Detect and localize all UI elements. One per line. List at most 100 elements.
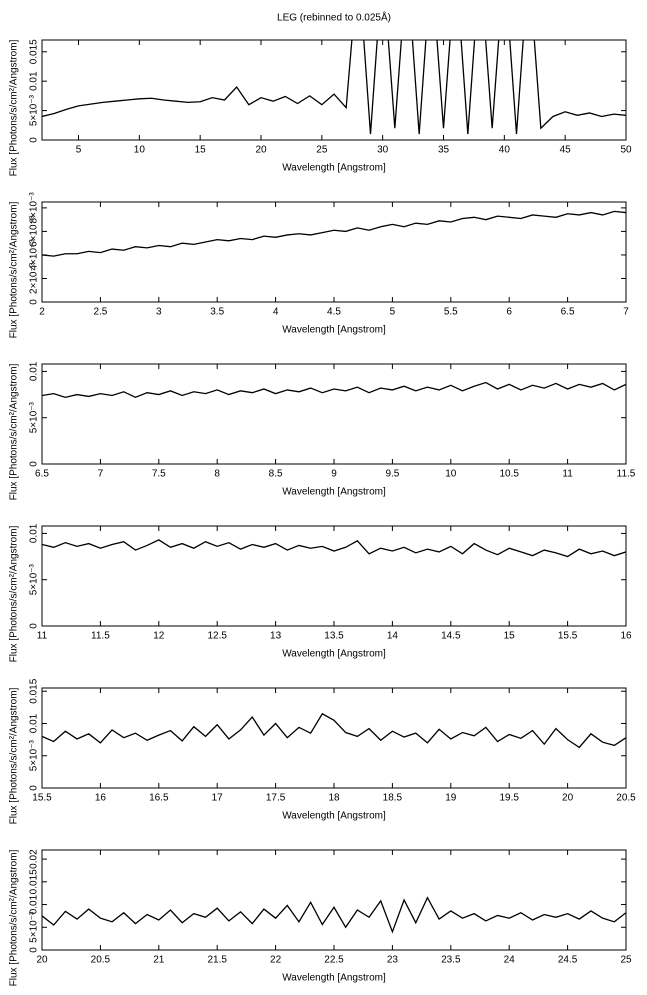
- x-tick-label: 11: [562, 469, 573, 480]
- x-tick-label: 30: [377, 145, 389, 156]
- x-tick-label: 6: [506, 307, 512, 318]
- y-tick-label: 5×10⁻³: [29, 563, 40, 595]
- x-tick-label: 14: [387, 631, 399, 642]
- x-tick-label: 8.5: [269, 469, 283, 480]
- x-tick-label: 5.5: [444, 307, 458, 318]
- x-tick-label: 2.5: [93, 307, 107, 318]
- x-tick-label: 45: [560, 145, 572, 156]
- x-tick-label: 21.5: [207, 955, 227, 966]
- y-tick-label: 0.015: [29, 869, 40, 894]
- x-tick-label: 3: [156, 307, 162, 318]
- x-tick-label: 20.5: [616, 793, 636, 804]
- x-axis-label: Wavelength [Angstrom]: [282, 973, 386, 984]
- x-axis-label: Wavelength [Angstrom]: [282, 649, 386, 660]
- y-axis-label: Flux [Photons/s/cm²/Angstrom]: [9, 363, 20, 500]
- x-tick-label: 20.5: [91, 955, 111, 966]
- x-axis-label: Wavelength [Angstrom]: [282, 487, 386, 498]
- chart-title: LEG (rebinned to 0.025Å): [277, 11, 391, 24]
- y-tick-label: 2×10⁻³: [29, 262, 40, 294]
- y-tick-label: 6×10⁻³: [29, 215, 40, 247]
- x-tick-label: 19: [445, 793, 457, 804]
- x-tick-label: 16: [95, 793, 107, 804]
- x-tick-label: 17.5: [266, 793, 286, 804]
- x-tick-label: 16.5: [149, 793, 169, 804]
- y-tick-label: 0: [29, 137, 40, 143]
- x-tick-label: 24: [504, 955, 516, 966]
- spectrum-line: [42, 40, 626, 135]
- x-tick-label: 18: [328, 793, 340, 804]
- x-tick-label: 17: [212, 793, 224, 804]
- x-tick-label: 15: [504, 631, 516, 642]
- y-tick-label: 0.015: [29, 678, 40, 703]
- x-tick-label: 2: [39, 307, 45, 318]
- x-tick-label: 35: [438, 145, 450, 156]
- x-tick-label: 18.5: [383, 793, 403, 804]
- y-tick-label: 4×10⁻³: [29, 239, 40, 271]
- x-tick-label: 6.5: [35, 469, 49, 480]
- y-tick-label: 0: [29, 785, 40, 791]
- x-tick-label: 6.5: [561, 307, 575, 318]
- y-tick-label: 0.01: [29, 361, 40, 381]
- x-tick-label: 22: [270, 955, 282, 966]
- x-tick-label: 50: [620, 145, 632, 156]
- y-tick-label: 0.01: [29, 71, 40, 91]
- y-axis-label: Flux [Photons/s/cm²/Angstrom]: [9, 687, 20, 824]
- y-tick-label: 0.015: [29, 39, 40, 64]
- x-tick-label: 16: [620, 631, 632, 642]
- x-tick-label: 9: [331, 469, 337, 480]
- x-tick-label: 23.5: [441, 955, 461, 966]
- x-tick-label: 15.5: [32, 793, 52, 804]
- y-tick-label: 0: [29, 623, 40, 629]
- y-tick-label: 5×10⁻³: [29, 740, 40, 772]
- x-axis-label: Wavelength [Angstrom]: [282, 811, 386, 822]
- x-tick-label: 21: [153, 955, 165, 966]
- y-tick-label: 0.01: [29, 523, 40, 543]
- x-tick-label: 4: [273, 307, 279, 318]
- y-axis-label: Flux [Photons/s/cm²/Angstrom]: [9, 201, 20, 338]
- x-axis-label: Wavelength [Angstrom]: [282, 325, 386, 336]
- x-tick-label: 20: [36, 955, 48, 966]
- y-tick-label: 0: [29, 947, 40, 953]
- x-tick-label: 8: [214, 469, 220, 480]
- x-tick-label: 12.5: [207, 631, 227, 642]
- plot-frame: [41, 39, 627, 141]
- x-tick-label: 11: [37, 631, 48, 642]
- y-tick-label: 5×10⁻³: [29, 401, 40, 433]
- x-tick-label: 7: [98, 469, 104, 480]
- x-tick-label: 11.5: [617, 469, 636, 480]
- x-tick-label: 23: [387, 955, 399, 966]
- x-tick-label: 10.5: [499, 469, 519, 480]
- x-tick-label: 13: [270, 631, 282, 642]
- x-tick-label: 9.5: [385, 469, 399, 480]
- spectrum-line: [42, 539, 626, 558]
- x-tick-label: 11.5: [91, 631, 110, 642]
- x-tick-label: 12: [153, 631, 165, 642]
- spectrum-line: [42, 896, 626, 934]
- x-tick-label: 20: [255, 145, 267, 156]
- x-tick-label: 13.5: [324, 631, 344, 642]
- x-tick-label: 15.5: [558, 631, 578, 642]
- x-tick-label: 7: [623, 307, 629, 318]
- spectrum-line: [42, 210, 626, 257]
- x-tick-label: 19.5: [499, 793, 519, 804]
- x-tick-label: 7.5: [152, 469, 166, 480]
- x-tick-label: 25: [620, 955, 632, 966]
- y-axis-label: Flux [Photons/s/cm²/Angstrom]: [9, 525, 20, 662]
- y-tick-label: 5×10⁻³: [29, 94, 40, 126]
- y-axis-label: Flux [Photons/s/cm²/Angstrom]: [9, 849, 20, 986]
- y-axis-label: Flux [Photons/s/cm²/Angstrom]: [9, 39, 20, 176]
- x-tick-label: 14.5: [441, 631, 461, 642]
- y-tick-label: 0: [29, 299, 40, 305]
- x-tick-label: 10: [134, 145, 146, 156]
- y-tick-label: 5×10⁻³: [29, 911, 40, 943]
- y-tick-label: 8×10⁻³: [29, 192, 40, 224]
- plot-frame: [41, 363, 627, 465]
- plot-frame: [41, 849, 627, 951]
- y-tick-label: 0: [29, 461, 40, 467]
- x-tick-label: 5: [76, 145, 82, 156]
- x-tick-label: 15: [195, 145, 207, 156]
- x-tick-label: 5: [390, 307, 396, 318]
- x-tick-label: 20: [562, 793, 574, 804]
- x-tick-label: 4.5: [327, 307, 341, 318]
